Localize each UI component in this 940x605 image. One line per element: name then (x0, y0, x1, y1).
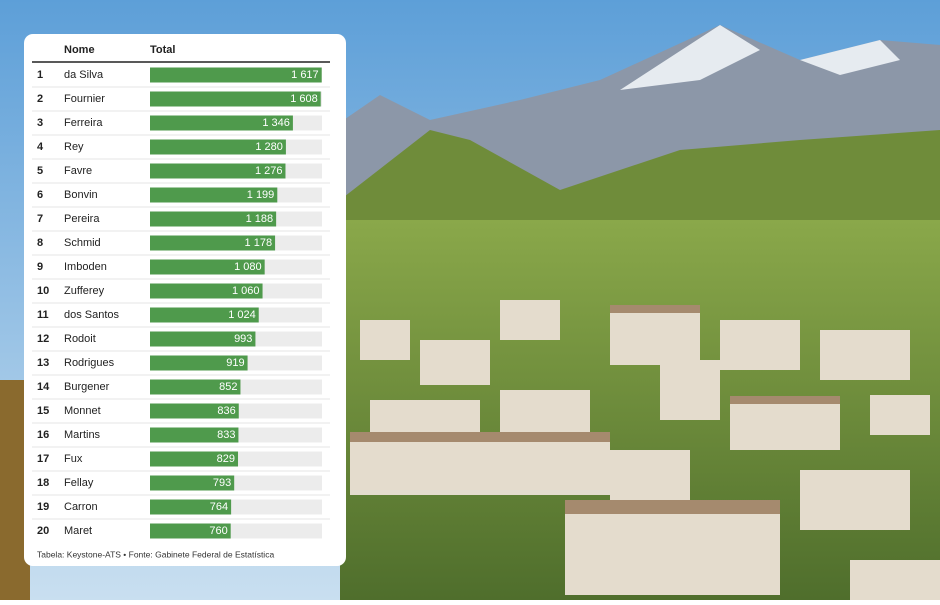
bar (150, 499, 232, 515)
value-label: 1 280 (255, 141, 283, 153)
value-label: 760 (209, 525, 227, 537)
rank: 9 (37, 261, 43, 273)
rank: 16 (37, 429, 49, 441)
bar (150, 451, 239, 467)
name: Fellay (64, 477, 94, 489)
value-label: 764 (210, 501, 228, 513)
bar (150, 235, 276, 251)
rank: 12 (37, 333, 49, 345)
name: Rey (64, 141, 84, 153)
value-label: 1 080 (234, 261, 262, 273)
name: Fournier (64, 93, 105, 105)
bar (150, 331, 256, 347)
bar (150, 163, 286, 179)
value-label: 1 346 (262, 117, 290, 129)
name: Bonvin (64, 189, 98, 201)
rank: 11 (37, 309, 49, 321)
value-label: 1 060 (232, 285, 260, 297)
rank: 6 (37, 189, 43, 201)
bar (150, 307, 259, 323)
rank: 5 (37, 165, 43, 177)
rank: 14 (37, 381, 50, 393)
bar (150, 187, 278, 203)
name: Rodrigues (64, 357, 115, 369)
name: Favre (64, 165, 92, 177)
value-label: 829 (217, 453, 235, 465)
bar (150, 115, 293, 131)
rank: 10 (37, 285, 49, 297)
bar (150, 379, 241, 395)
value-label: 1 024 (228, 309, 256, 321)
value-label: 1 199 (247, 189, 275, 201)
bar (150, 139, 286, 155)
rank: 1 (37, 69, 43, 81)
bar (150, 211, 277, 227)
bar (150, 475, 235, 491)
bar (150, 259, 265, 275)
name: Imboden (64, 261, 107, 273)
name: Zufferey (64, 285, 105, 297)
name: dos Santos (64, 309, 120, 321)
bar (150, 355, 248, 371)
rank: 19 (37, 501, 49, 513)
value-label: 919 (226, 357, 244, 369)
bar (150, 523, 231, 539)
column-header: Total (150, 44, 175, 56)
bar (150, 427, 239, 443)
rank: 20 (37, 525, 49, 537)
value-label: 1 188 (246, 213, 274, 225)
rank: 13 (37, 357, 49, 369)
value-label: 836 (217, 405, 235, 417)
value-label: 1 178 (245, 237, 273, 249)
value-label: 833 (217, 429, 235, 441)
value-label: 852 (219, 381, 237, 393)
rank: 8 (37, 237, 43, 249)
rank: 4 (37, 141, 44, 153)
rank: 17 (37, 453, 49, 465)
name: Fux (64, 453, 83, 465)
name: Burgener (64, 381, 110, 393)
name: Martins (64, 429, 101, 441)
name: Carron (64, 501, 98, 513)
rank: 7 (37, 213, 43, 225)
rank: 15 (37, 405, 49, 417)
bar (150, 67, 322, 83)
value-label: 1 617 (291, 69, 319, 81)
name: Ferreira (64, 117, 103, 129)
rank: 3 (37, 117, 43, 129)
name: Maret (64, 525, 92, 537)
rank: 18 (37, 477, 49, 489)
name: Monnet (64, 405, 101, 417)
name: Schmid (64, 237, 101, 249)
value-label: 1 608 (290, 93, 318, 105)
name: Rodoit (64, 333, 96, 345)
name: Pereira (64, 213, 100, 225)
value-label: 993 (234, 333, 252, 345)
bar (150, 403, 239, 419)
value-label: 793 (213, 477, 231, 489)
bar (150, 91, 321, 107)
rank: 2 (37, 93, 43, 105)
source-note: Tabela: Keystone-ATS • Fonte: Gabinete F… (37, 549, 274, 559)
bar (150, 283, 263, 299)
column-header: Nome (64, 44, 95, 56)
name: da Silva (64, 69, 104, 81)
value-label: 1 276 (255, 165, 283, 177)
